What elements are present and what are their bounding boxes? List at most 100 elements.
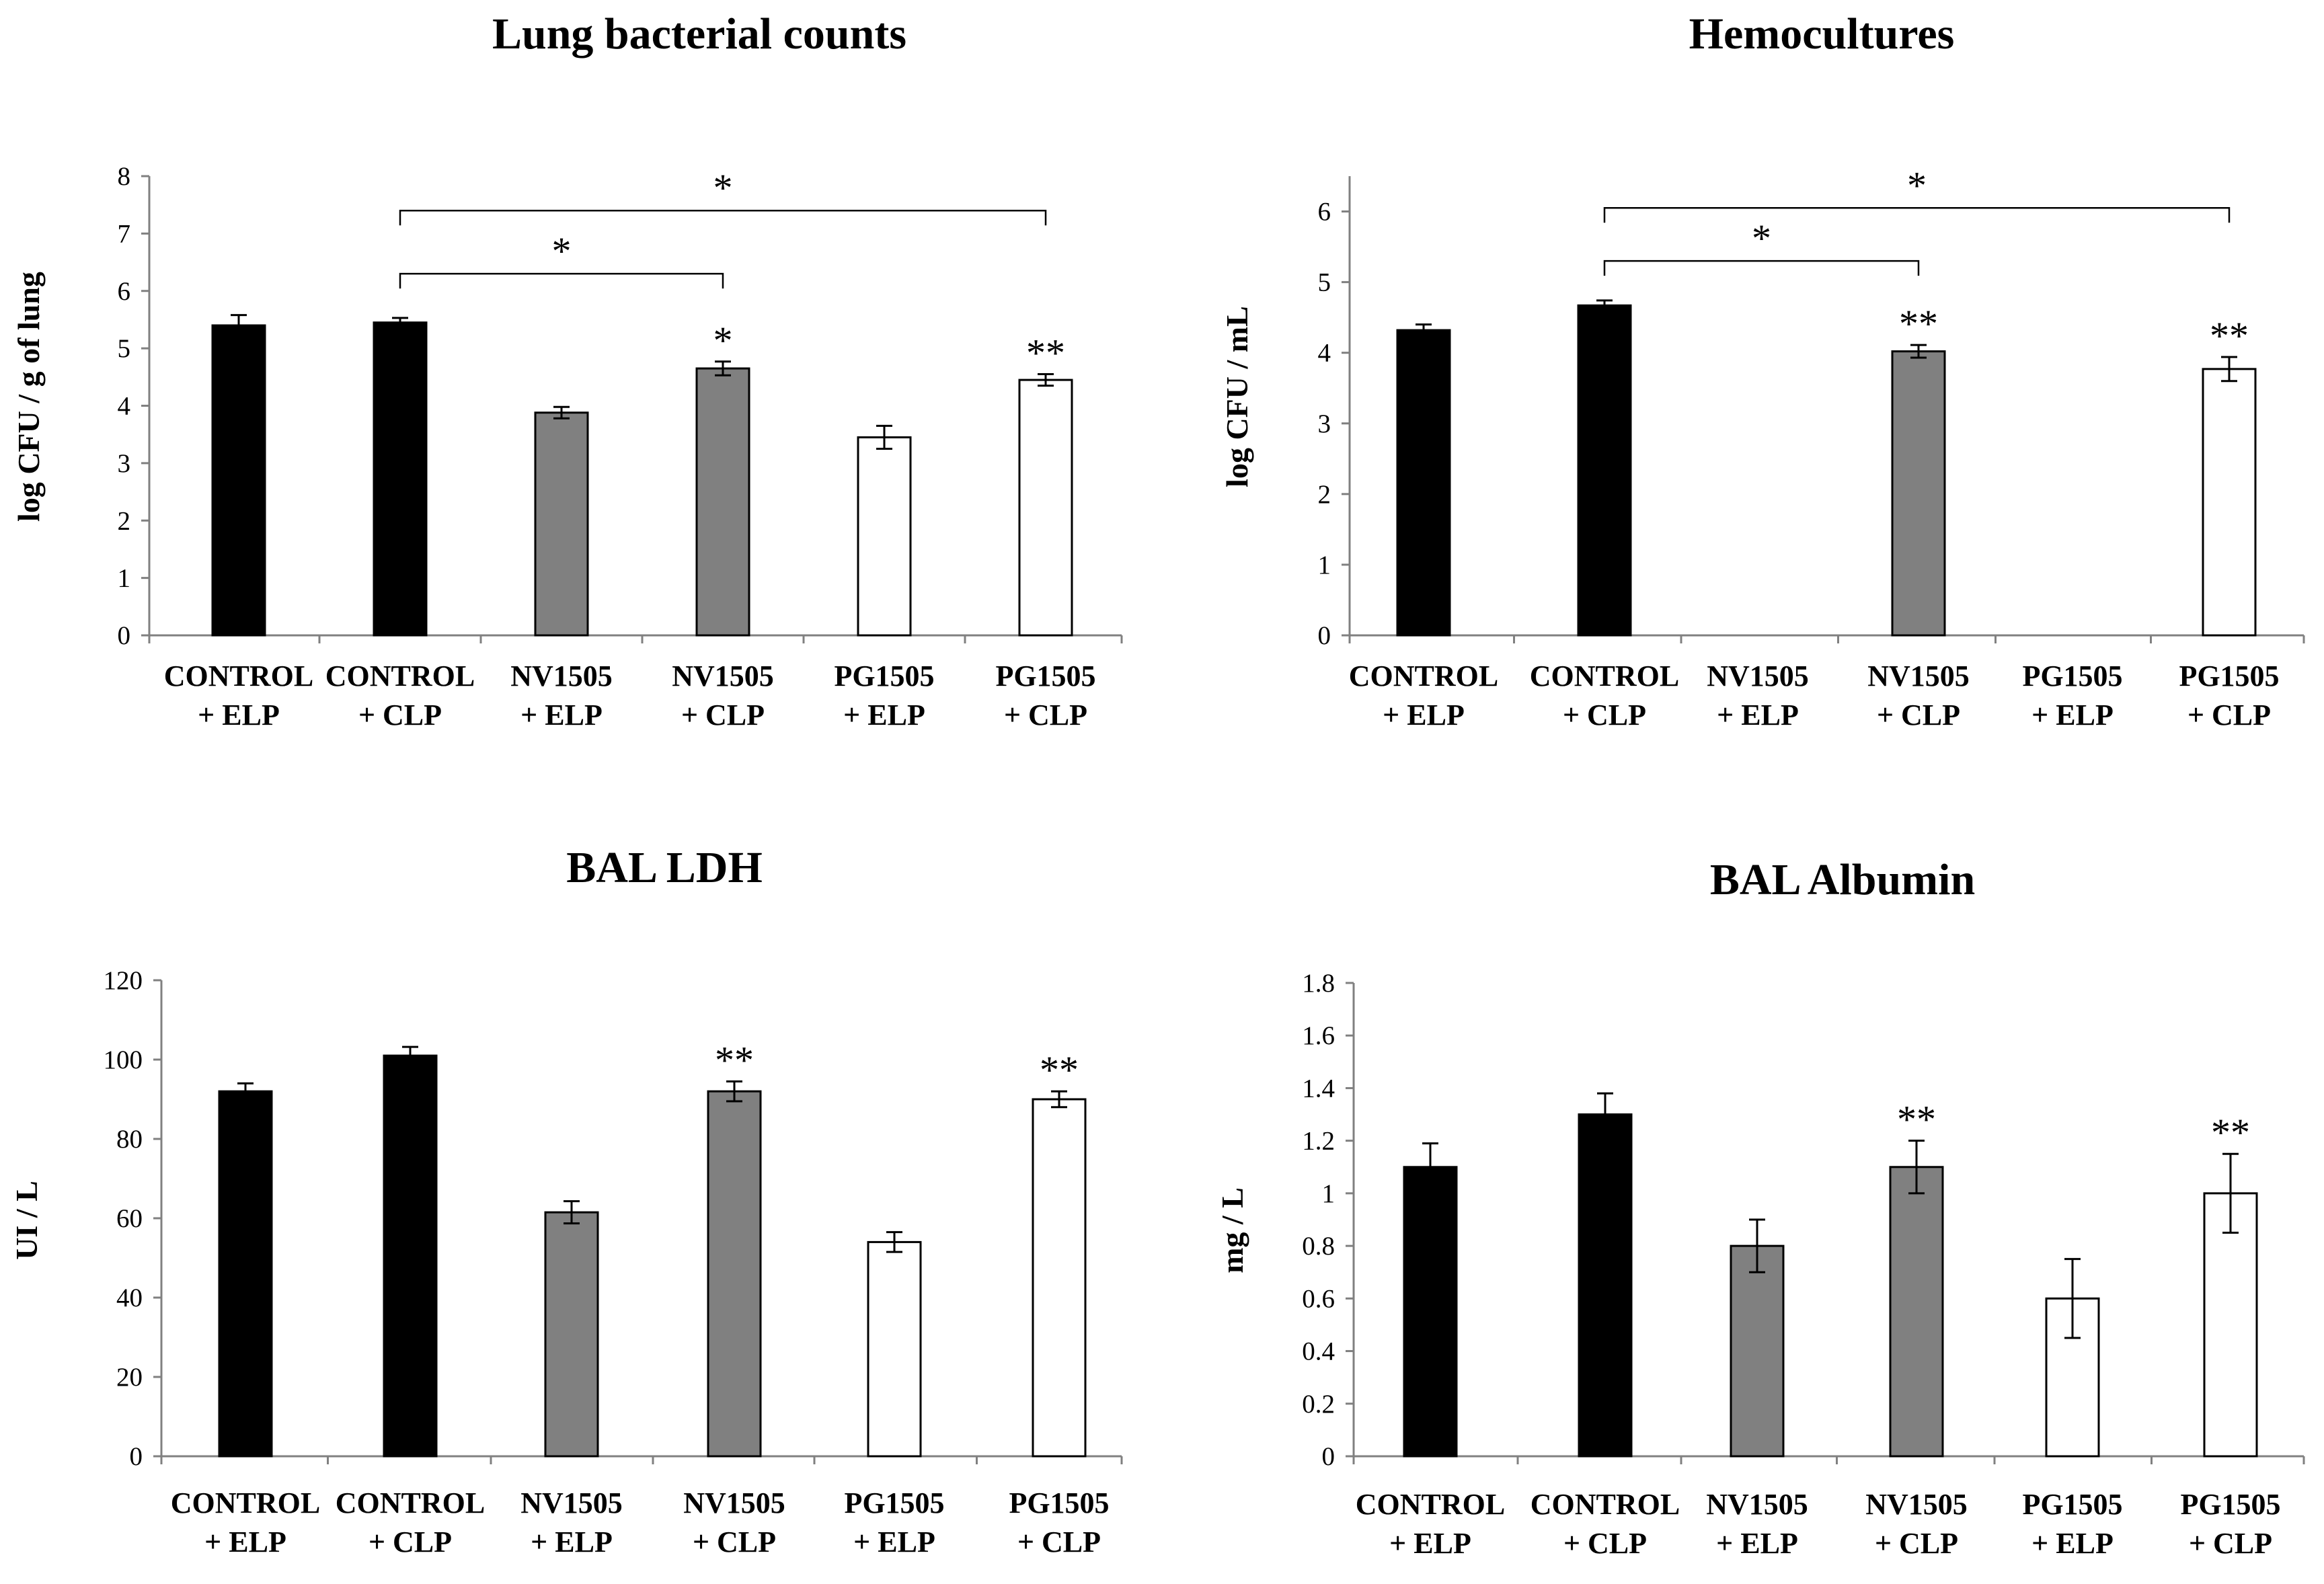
category-label-line2: + ELP xyxy=(843,699,925,731)
category-label-line2: + CLP xyxy=(369,1526,452,1558)
y-tick-label: 60 xyxy=(116,1204,143,1233)
significance-bracket: * xyxy=(1603,216,1920,276)
error-bar-1 xyxy=(237,1082,254,1101)
y-tick-label: 3 xyxy=(118,449,131,478)
bracket-label: * xyxy=(1752,216,1771,260)
y-tick-label: 120 xyxy=(104,966,143,995)
category-label-line1: NV1505 xyxy=(520,1487,623,1519)
bar-1 xyxy=(218,1090,273,1458)
y-tick-label: 8 xyxy=(118,162,131,191)
bar-2 xyxy=(1577,304,1632,637)
category-label-line1: PG1505 xyxy=(844,1487,944,1519)
y-tick-label: 5 xyxy=(118,334,131,363)
bar-2 xyxy=(373,321,428,637)
bracket-label: * xyxy=(713,166,733,210)
category-label-line1: NV1505 xyxy=(683,1487,785,1519)
category-label-line1: CONTROL xyxy=(1531,1488,1680,1521)
category-label-line2: + ELP xyxy=(204,1526,286,1558)
category-label-line1: PG1505 xyxy=(2179,660,2279,692)
bar-5 xyxy=(857,436,912,637)
y-tick-label: 4 xyxy=(1318,339,1331,368)
significance-mark: ** xyxy=(715,1038,754,1082)
category-label-line1: CONTROL xyxy=(336,1487,485,1519)
error-bar-4 xyxy=(1908,1140,1925,1195)
category-label-line1: CONTROL xyxy=(325,660,475,692)
y-tick-label: 2 xyxy=(118,506,131,535)
bar-1 xyxy=(211,324,266,637)
y-tick-label: 1.2 xyxy=(1302,1127,1335,1156)
category-label-line1: CONTROL xyxy=(1530,660,1679,692)
bracket-label: * xyxy=(552,229,572,273)
category-label-line1: PG1505 xyxy=(2022,660,2122,692)
significance-mark: ** xyxy=(2210,314,2249,358)
bar-6 xyxy=(2203,1192,2258,1458)
error-bar-6 xyxy=(2221,356,2237,383)
y-tick-label: 0 xyxy=(1322,1442,1335,1471)
category-label-line2: + ELP xyxy=(853,1526,935,1558)
bar-1 xyxy=(1396,329,1451,637)
bar-4 xyxy=(1891,350,1946,637)
y-tick-label: 1.6 xyxy=(1302,1021,1335,1050)
y-axis-label: UI / L xyxy=(9,1181,44,1260)
category-label-line1: NV1505 xyxy=(510,660,613,692)
y-tick-label: 0.6 xyxy=(1302,1284,1335,1313)
category-label-line1: PG1505 xyxy=(834,660,934,692)
bar-6 xyxy=(1032,1098,1087,1458)
significance-mark: ** xyxy=(1026,331,1065,375)
error-bar-6 xyxy=(2222,1152,2239,1234)
category-label-line2: + ELP xyxy=(531,1526,613,1558)
category-label-line2: + CLP xyxy=(2189,1527,2272,1560)
chart-title: BAL LDH xyxy=(566,843,763,892)
error-bar-2 xyxy=(392,317,408,329)
y-tick-label: 5 xyxy=(1318,268,1331,297)
category-label-line1: NV1505 xyxy=(1706,1488,1808,1521)
y-tick-label: 40 xyxy=(116,1283,143,1312)
category-label-line2: + ELP xyxy=(1383,699,1465,731)
y-tick-label: 1.4 xyxy=(1302,1074,1335,1103)
bar-6 xyxy=(2202,368,2257,637)
category-label-line2: + CLP xyxy=(1004,699,1087,731)
error-bar-3 xyxy=(1749,1218,1765,1273)
category-label-line2: + CLP xyxy=(1875,1527,1958,1560)
error-bar-5 xyxy=(876,424,892,450)
chart-panel-2: Hemocultures log CFU / mL 0 1 2 3 4 5 6 CONTROL + … xyxy=(1220,9,2305,731)
significance-mark: ** xyxy=(2211,1111,2250,1154)
significance-mark: ** xyxy=(1897,1098,1936,1142)
error-bar-3 xyxy=(564,1200,580,1225)
category-label-line1: PG1505 xyxy=(1009,1487,1109,1519)
y-tick-label: 0.4 xyxy=(1302,1337,1335,1366)
y-tick-label: 0.2 xyxy=(1302,1390,1335,1419)
error-bar-4 xyxy=(726,1080,742,1103)
chart-panel-4: BAL Albumin mg / L 0 0.2 0.4 0.6 0.8 1 1.2 1.4 1.6… xyxy=(1215,855,2305,1560)
error-bar-4 xyxy=(1910,344,1927,359)
category-label-line2: + CLP xyxy=(693,1526,776,1558)
y-tick-label: 1 xyxy=(118,564,131,593)
error-bar-6 xyxy=(1038,373,1054,387)
y-tick-label: 100 xyxy=(104,1045,143,1074)
category-label-line1: CONTROL xyxy=(171,1487,320,1519)
error-bar-2 xyxy=(1596,299,1613,312)
y-tick-label: 1 xyxy=(1322,1179,1335,1208)
category-label-line2: + ELP xyxy=(2031,699,2114,731)
bar-3 xyxy=(534,411,589,637)
significance-bracket: * xyxy=(1603,163,2231,223)
error-bar-2 xyxy=(402,1045,418,1066)
category-label-line1: CONTROL xyxy=(164,660,313,692)
error-bar-6 xyxy=(1051,1090,1067,1109)
category-label-line1: NV1505 xyxy=(1867,660,1970,692)
category-label-line2: + ELP xyxy=(2031,1527,2114,1560)
chart-title: Hemocultures xyxy=(1689,9,1955,58)
bar-3 xyxy=(544,1211,599,1458)
error-bar-3 xyxy=(553,405,570,420)
category-label-line2: + ELP xyxy=(1389,1527,1471,1560)
bar-3 xyxy=(1730,1244,1785,1458)
category-label-line2: + CLP xyxy=(1563,699,1646,731)
y-tick-label: 6 xyxy=(118,277,131,306)
category-label-line2: + CLP xyxy=(681,699,765,731)
y-axis-label: log CFU / mL xyxy=(1220,306,1254,487)
bar-2 xyxy=(383,1054,438,1458)
category-label-line2: + CLP xyxy=(358,699,442,731)
y-axis-label: mg / L xyxy=(1215,1187,1249,1273)
y-tick-label: 4 xyxy=(118,392,131,421)
